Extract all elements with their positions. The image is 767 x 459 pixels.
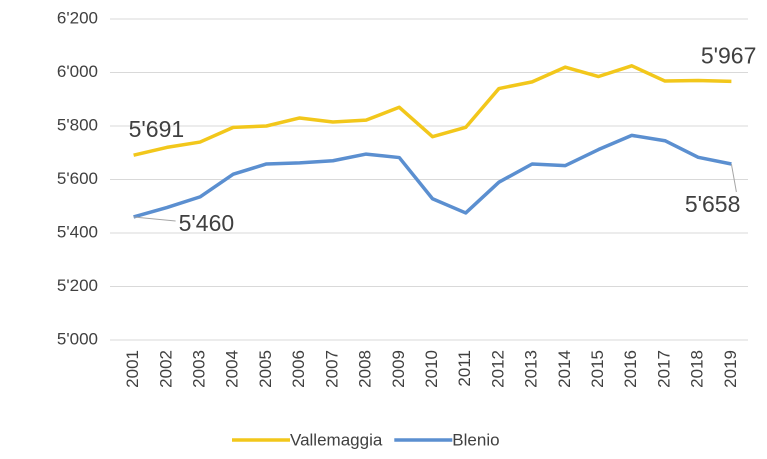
- x-tick-label: 2013: [522, 350, 541, 388]
- y-tick-label: 5'000: [57, 329, 98, 348]
- x-tick-label: 2012: [488, 350, 507, 388]
- y-tick-label: 5'200: [57, 276, 98, 295]
- x-tick-label: 2004: [223, 350, 242, 388]
- y-tick-label: 5'400: [57, 222, 98, 241]
- x-tick-label: 2006: [289, 350, 308, 388]
- x-tick-label: 2018: [688, 350, 707, 388]
- series-line: [133, 64, 732, 157]
- x-tick-label: 2019: [721, 350, 740, 388]
- y-tick-label: 5'800: [57, 115, 98, 134]
- x-tick-label: 2008: [356, 350, 375, 388]
- x-tick-label: 2010: [422, 350, 441, 388]
- x-tick-label: 2016: [621, 350, 640, 388]
- leader-line: [133, 216, 176, 222]
- x-tick-label: 2001: [123, 350, 142, 388]
- legend-label: Vallemaggia: [290, 430, 383, 449]
- x-tick-label: 2003: [190, 350, 209, 388]
- series-line: [133, 133, 732, 219]
- data-label: 5'691: [129, 116, 185, 142]
- x-tick-label: 2017: [654, 350, 673, 388]
- x-tick-label: 2009: [389, 350, 408, 388]
- x-tick-label: 2007: [322, 350, 341, 388]
- y-tick-label: 6'000: [57, 62, 98, 81]
- data-label: 5'658: [685, 191, 741, 217]
- leader-line: [730, 163, 737, 193]
- x-tick-label: 2005: [256, 350, 275, 388]
- x-tick-label: 2011: [455, 350, 474, 387]
- data-label: 5'460: [179, 210, 235, 236]
- legend-label: Blenio: [452, 430, 499, 449]
- x-tick-label: 2014: [555, 350, 574, 388]
- y-tick-label: 6'200: [57, 8, 98, 27]
- data-label: 5'967: [701, 42, 757, 68]
- x-tick-label: 2015: [588, 350, 607, 388]
- x-tick-label: 2002: [156, 350, 175, 388]
- y-tick-label: 5'600: [57, 169, 98, 188]
